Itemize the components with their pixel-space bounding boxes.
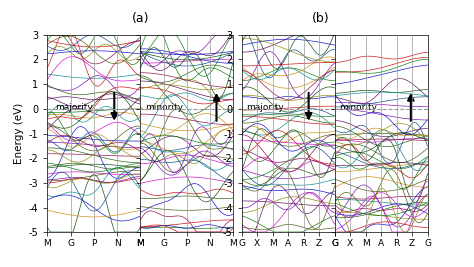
Y-axis label: Energy (eV): Energy (eV) [14,103,25,164]
Text: minority: minority [145,103,183,112]
Text: (a): (a) [132,12,149,25]
Text: minority: minority [339,103,377,112]
Text: majority: majority [55,103,92,112]
Text: majority: majority [246,103,284,112]
Text: (b): (b) [311,12,329,25]
